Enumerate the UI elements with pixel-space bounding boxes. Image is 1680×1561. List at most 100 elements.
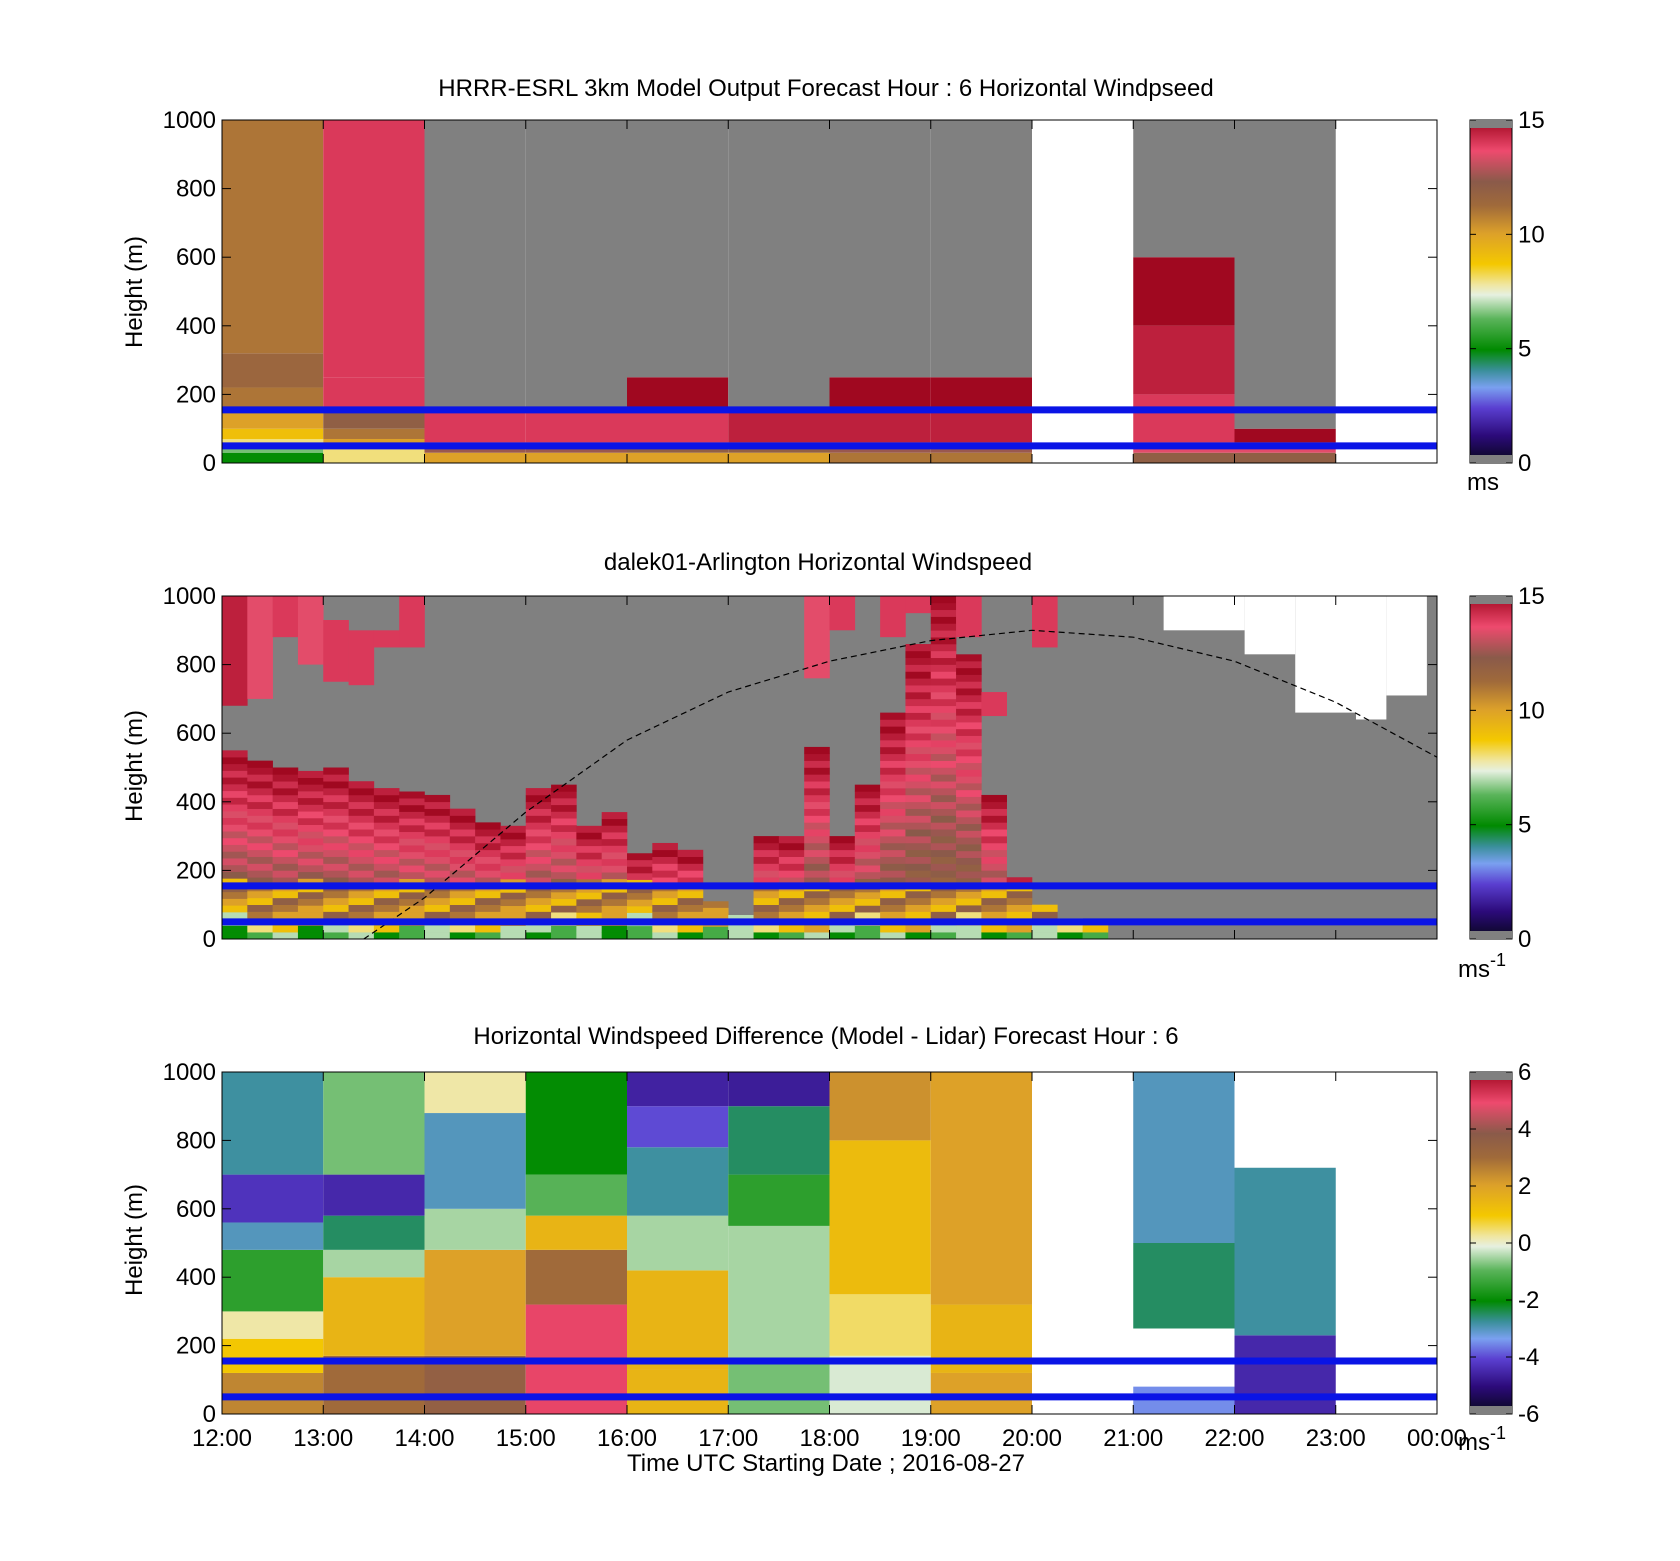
heatmap-cell [677,877,704,885]
model-x-axis [221,120,1438,463]
heatmap-cell [576,832,602,840]
heatmap-cell [222,1174,324,1223]
x-tick-label: 12:00 [192,1425,252,1452]
y-tick-label: 200 [176,1333,216,1360]
heatmap-cell [981,808,1007,816]
heatmap-cell [399,925,425,933]
heatmap-cell [956,688,982,696]
heatmap-cell [323,897,349,905]
heatmap-cell [1082,932,1109,940]
heatmap-cell [956,898,982,906]
heatmap-cell [525,863,552,871]
heatmap-cell [576,912,602,920]
heatmap-cell [348,877,375,885]
heatmap-cell [525,808,552,816]
heatmap-cell [880,932,906,940]
heatmap-cell [247,925,273,933]
heatmap-cell [576,892,602,900]
heatmap-cell [475,842,501,851]
heatmap-cell [272,836,299,844]
heatmap-cell [956,769,982,777]
heatmap-cell [373,822,400,830]
heatmap-cell [222,844,248,852]
heatmap-cell [880,788,906,796]
heatmap-cell [297,824,324,832]
heatmap-cell [981,911,1007,919]
heatmap-cell [880,849,906,857]
heatmap-cell [272,877,299,885]
missing-data-region [1356,596,1387,720]
heatmap-cell [475,849,501,857]
heatmap-cell [930,849,957,857]
heatmap-cell [373,808,400,816]
y-tick-label: 800 [176,652,216,679]
heatmap-cell [804,753,830,761]
heatmap-cell [930,781,957,789]
heatmap-cell [1032,596,1058,648]
y-tick-label: 400 [176,313,216,340]
heatmap-cell [601,858,628,866]
missing-data-region [1244,596,1296,655]
x-tick-label: 20:00 [1002,1425,1062,1452]
heatmap-cell [247,596,273,699]
heatmap-cell [627,1270,729,1370]
colorbar-tick-label: 6 [1518,1059,1531,1086]
heatmap-cell [778,925,805,933]
lidar-x-axis [221,596,1438,939]
heatmap-cell [778,904,805,912]
heatmap-cell [222,817,248,825]
lidar-y-axis: 0 200 400 600 800 1000 [163,583,1437,953]
heatmap-cell [500,865,527,873]
heatmap-cell [272,794,299,803]
heatmap-cell [399,818,425,826]
heatmap-cell [702,932,729,940]
heatmap-cell [854,905,881,913]
heatmap-cell [601,818,628,826]
heatmap-cell [500,825,527,833]
heatmap-cell [222,912,248,920]
heatmap-cell [272,788,299,796]
heatmap-cell [981,692,1007,717]
model-colorbar-unit: ms [1467,469,1499,496]
heatmap-cell [956,708,982,716]
heatmap-cell [905,877,932,885]
heatmap-cell [930,650,957,659]
heatmap-cell [247,849,273,857]
heatmap-cell [449,904,476,912]
heatmap-cell [297,777,324,785]
heatmap-cell [905,657,932,665]
heatmap-cell [323,794,349,803]
heatmap-cell [297,851,324,859]
heatmap-cell [449,932,476,940]
heatmap-cell [829,932,856,940]
heatmap-cell [348,856,375,864]
heatmap-cell [702,926,729,934]
heatmap-cell [627,452,729,463]
heatmap-cell [753,842,780,851]
heatmap-cell [956,762,982,770]
heatmap-cell [778,849,805,857]
heatmap-cell [449,877,476,885]
heatmap-cell [247,911,273,919]
heatmap-cell [677,911,704,919]
heatmap-cell [753,904,780,912]
heatmap-cell [601,832,628,840]
heatmap-cell [854,784,881,792]
heatmap-cell [829,596,856,631]
heatmap-cell [930,801,957,809]
heatmap-cell [880,794,906,803]
heatmap-cell [601,912,628,920]
heatmap-cell [880,911,906,919]
heatmap-cell [348,870,375,878]
heatmap-cell [854,871,881,879]
heatmap-cell [272,911,299,919]
heatmap-cell [981,932,1007,940]
heatmap-cell [525,408,627,443]
heatmap-cell [905,925,932,933]
heatmap-cell [804,801,830,809]
heatmap-cell [930,596,957,604]
heatmap-cell [1032,904,1058,912]
heatmap-cell [930,719,957,727]
heatmap-cell [449,925,476,933]
heatmap-cell [500,859,527,867]
